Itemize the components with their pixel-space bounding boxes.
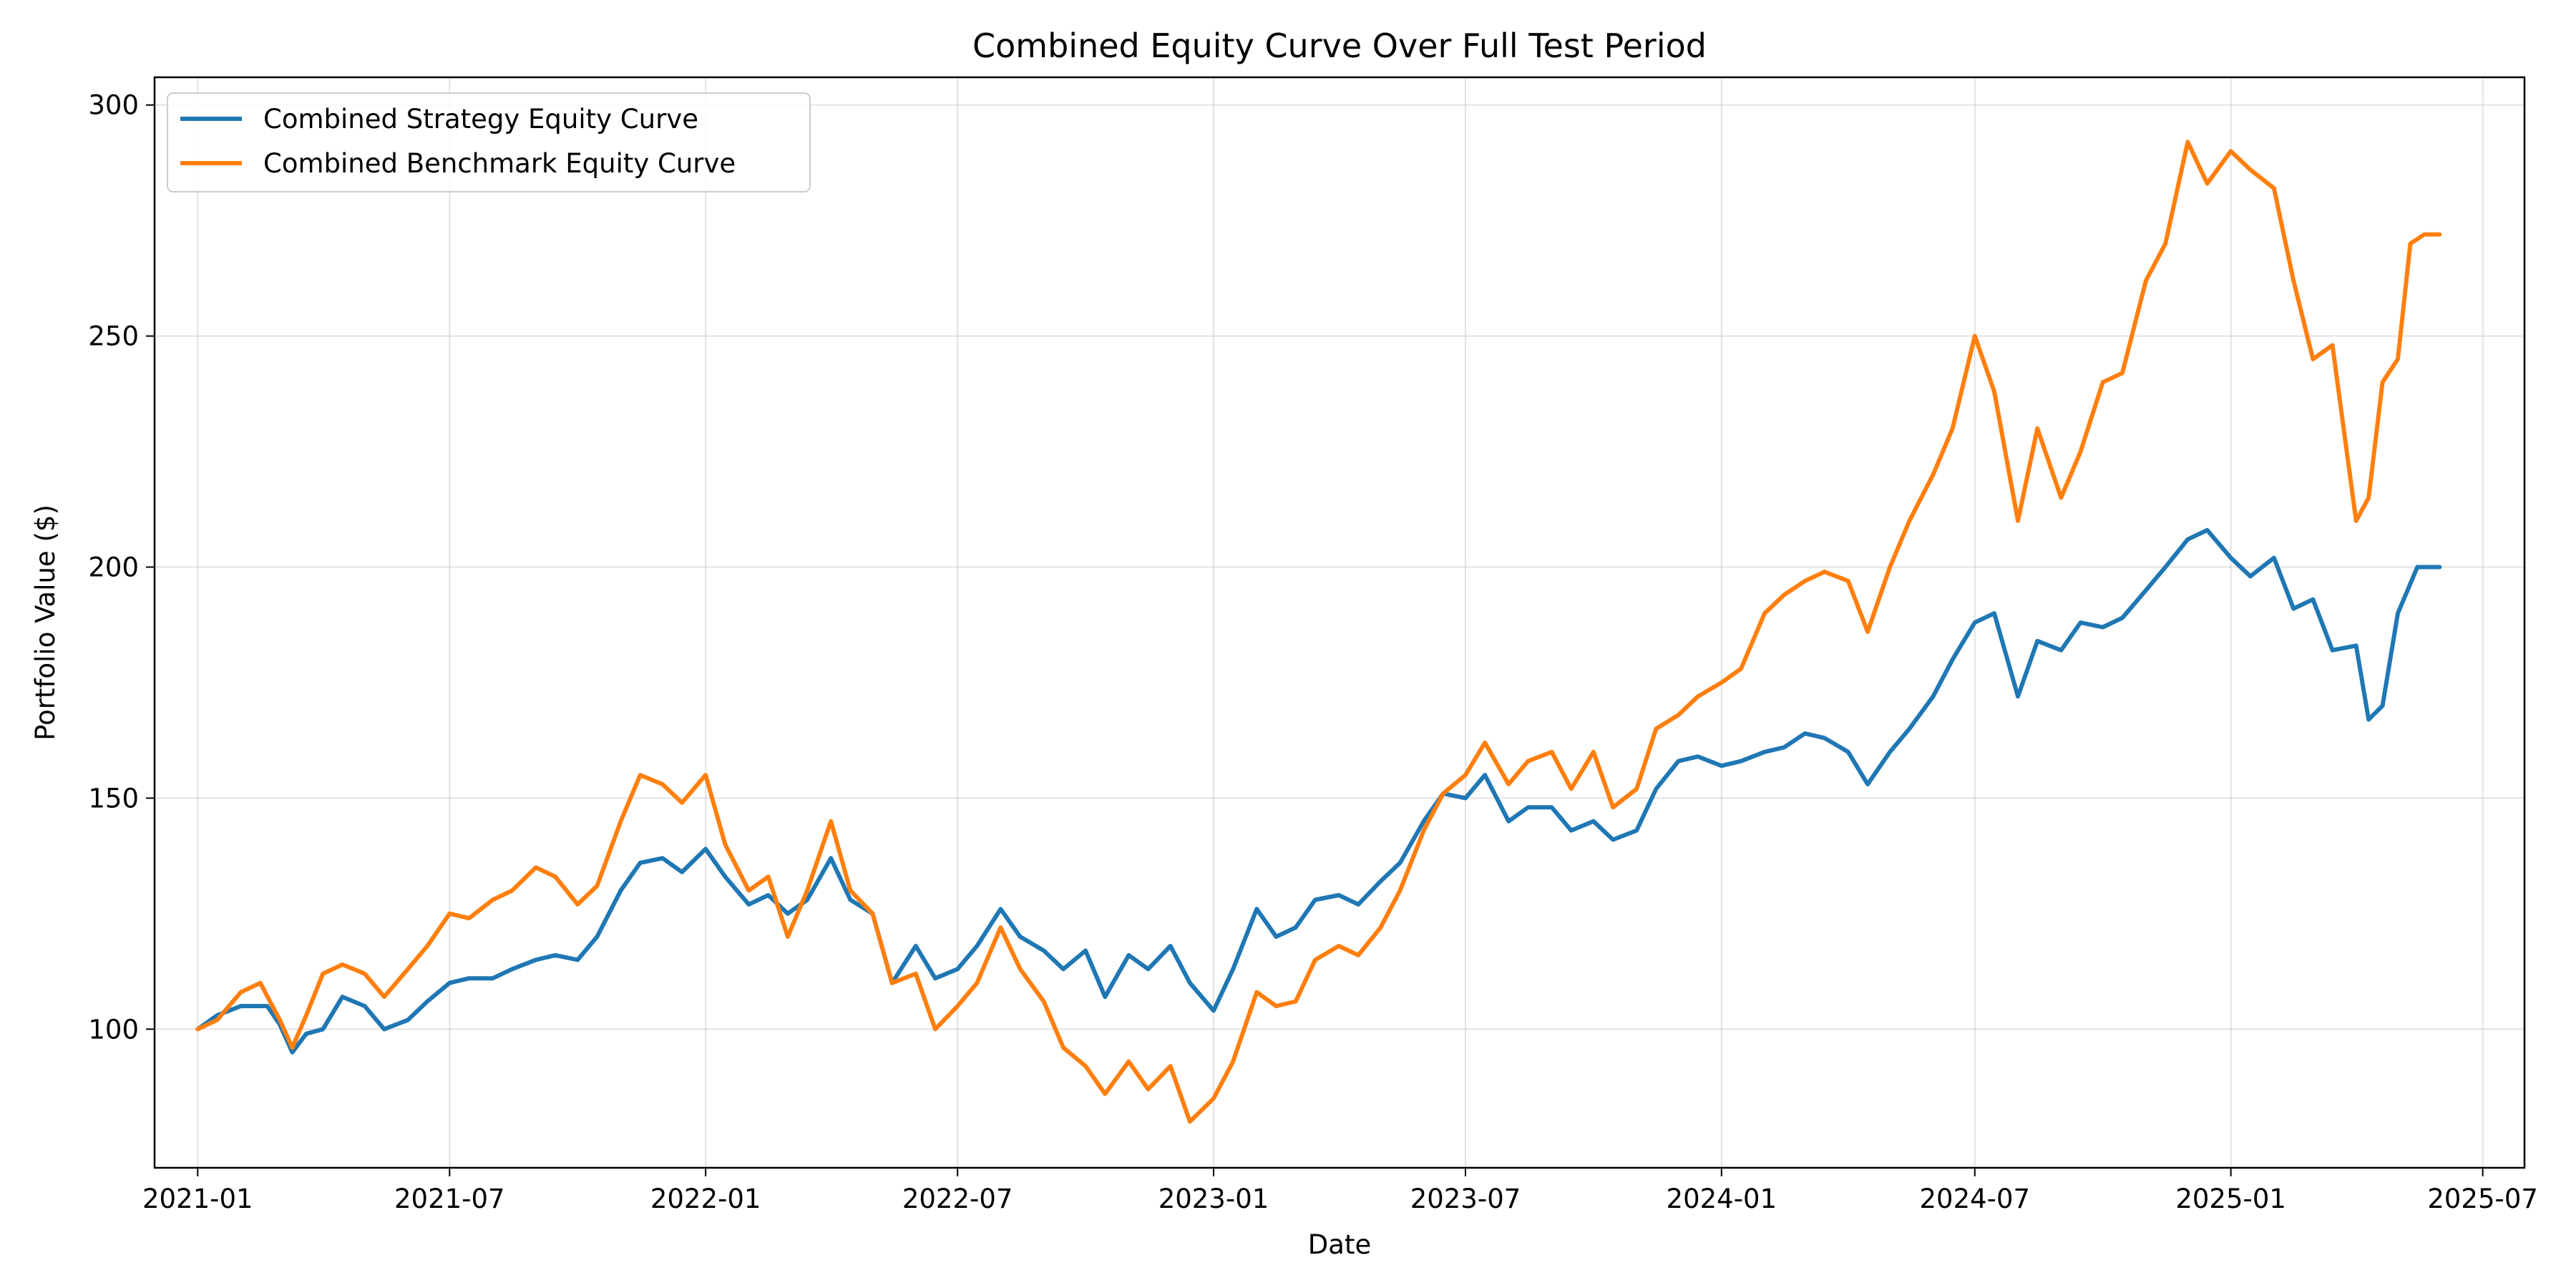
x-tick-label: 2024-07: [1919, 1184, 2030, 1214]
x-tick-label: 2025-07: [2427, 1184, 2538, 1214]
y-axis-ticks: 100 150 200 250 300: [88, 90, 155, 1045]
plot-frame: [153, 76, 2526, 1169]
y-tick-label: 150: [88, 783, 139, 814]
legend: Combined Strategy Equity Curve Combined …: [167, 92, 811, 192]
legend-box: [167, 92, 811, 192]
chart-title: Combined Equity Curve Over Full Test Per…: [972, 26, 1707, 65]
x-axis-ticks: 2021-01 2021-07 2022-01 2022-07 2023-01 2023-…: [142, 1168, 2538, 1214]
series-group: [195, 140, 2442, 1124]
legend-label-strategy: Combined Strategy Equity Curve: [263, 104, 698, 135]
benchmark-line: [195, 140, 2442, 1124]
x-tick-label: 2023-01: [1158, 1184, 1269, 1214]
legend-label-benchmark: Combined Benchmark Equity Curve: [263, 148, 736, 179]
grid: [155, 77, 2524, 1168]
x-tick-label: 2021-07: [394, 1184, 505, 1214]
x-tick-label: 2024-01: [1667, 1184, 1777, 1214]
x-tick-label: 2023-07: [1410, 1184, 1521, 1214]
y-tick-label: 250: [88, 321, 139, 352]
y-tick-label: 200: [88, 552, 139, 583]
x-axis-label: Date: [1308, 1229, 1371, 1260]
x-tick-label: 2021-01: [142, 1184, 253, 1214]
y-axis-label: Portfolio Value ($): [30, 504, 61, 741]
y-tick-label: 100: [88, 1014, 139, 1045]
x-tick-label: 2025-01: [2175, 1184, 2286, 1214]
y-tick-label: 300: [88, 90, 139, 121]
x-tick-label: 2022-01: [650, 1184, 761, 1214]
strategy-line: [195, 527, 2442, 1055]
x-tick-label: 2022-07: [902, 1184, 1013, 1214]
